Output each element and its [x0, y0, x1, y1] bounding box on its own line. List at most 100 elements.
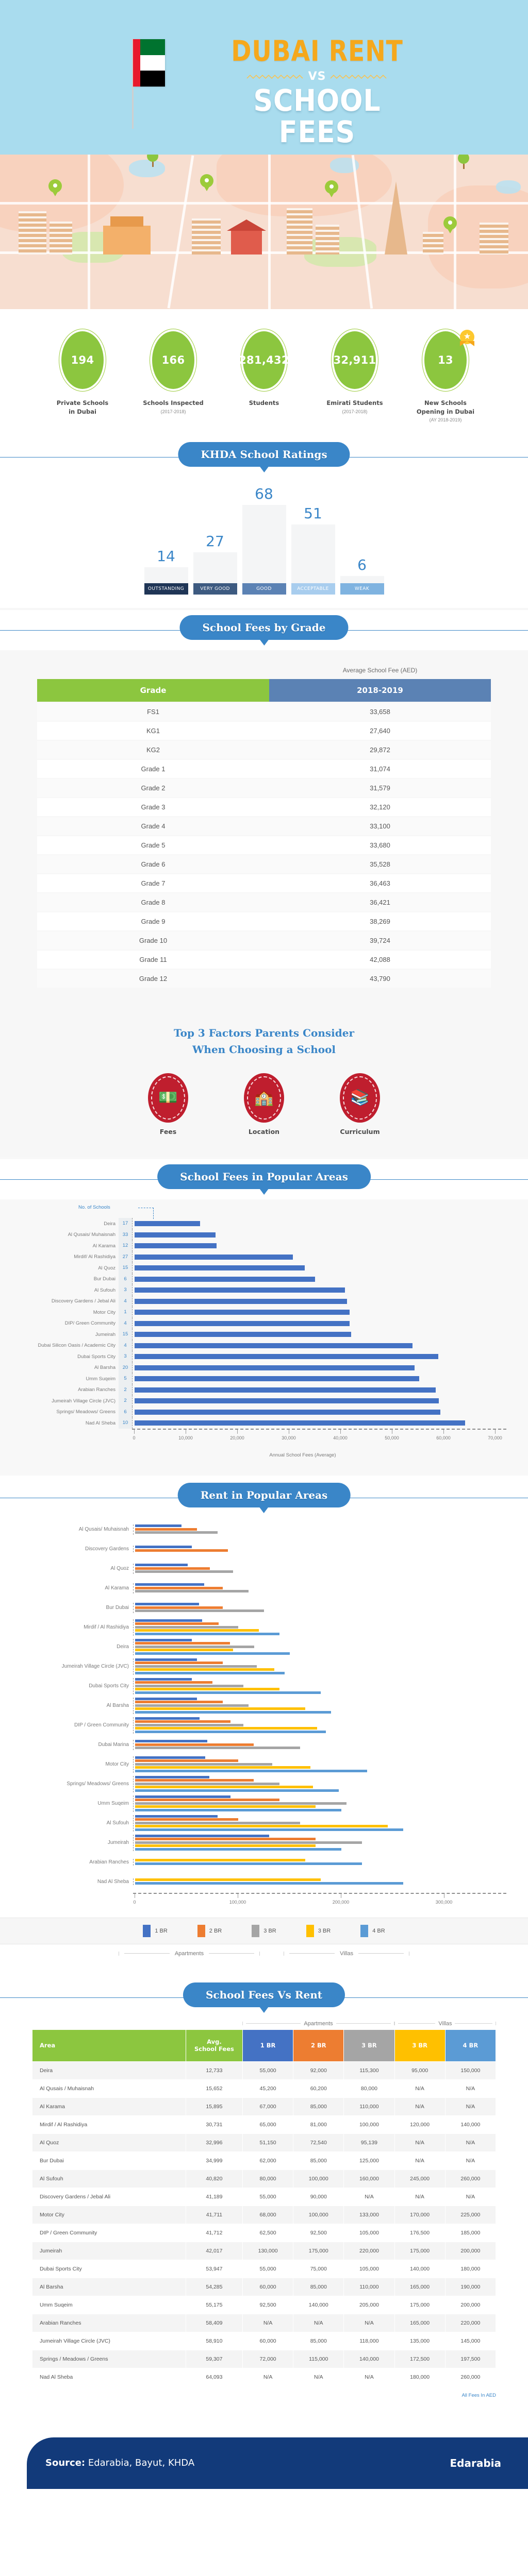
area-fee-track: [132, 1340, 506, 1351]
stat-oval: 13 ★: [422, 329, 474, 392]
cell-avg-fee: 41,712: [186, 2224, 242, 2242]
cell-1br-apt: 68,000: [242, 2206, 293, 2224]
cmp-group-apartments-label: Apartments: [304, 2020, 333, 2027]
area-school-count: 20: [119, 1362, 132, 1374]
x-tick-label: 300,000: [435, 1899, 453, 1905]
fees-vs-rent-section: School Fees Vs Rent Apartments Villas: [0, 1975, 528, 2401]
factor-card: 📚 Curriculum: [329, 1073, 391, 1136]
rent-bar: [135, 1717, 200, 1720]
cell-3br-apt: 105,000: [344, 2260, 394, 2278]
khda-bar: [340, 576, 384, 584]
khda-bar: [291, 524, 335, 584]
rent-track: [133, 1697, 506, 1715]
rent-bar: [135, 1681, 212, 1684]
factor-card: 🏫 Location: [233, 1073, 295, 1136]
stat-oval: 32,911: [331, 329, 378, 392]
cell-avg-fee: 59,307: [186, 2350, 242, 2368]
area-fee-label: Motor City: [93, 1309, 116, 1315]
award-ribbon-icon: ★: [460, 330, 475, 352]
area-fee-bar: [135, 1365, 415, 1370]
rent-bar: [135, 1549, 228, 1552]
area-fees-section-title: School Fees in Popular Areas: [157, 1164, 371, 1195]
rent-track: [133, 1859, 506, 1866]
rent-row: Al Quoz: [22, 1560, 506, 1578]
rent-bar: [135, 1688, 279, 1691]
cell-avg-fee: 64,093: [186, 2368, 242, 2386]
stat-oval: 281,432: [239, 329, 289, 392]
area-fee-label: Nad Al Sheba: [85, 1420, 116, 1426]
rent-area-label: Deira: [117, 1644, 129, 1650]
rent-row: Jumeirah Village Circle (JVC): [22, 1658, 506, 1675]
cell-4br-villa: 220,000: [445, 2314, 496, 2332]
stat-sublabel: (2017-2018): [342, 409, 368, 414]
cell-2br-apt: 75,000: [293, 2260, 344, 2278]
x-tick-label: 60,000: [436, 1435, 451, 1440]
cell-area: Umm Suqeim: [32, 2296, 186, 2314]
table-row: Grade 10 39,724: [37, 931, 491, 950]
cell-3br-apt: 115,300: [344, 2061, 394, 2079]
cell-area: Jumeirah Village Circle (JVC): [32, 2332, 186, 2350]
area-fee-label: Al Karama: [92, 1243, 116, 1249]
area-fee-label: Al Barsha: [94, 1365, 116, 1371]
x-tick-label: 50,000: [385, 1435, 399, 1440]
rent-area-label: Al Barsha: [106, 1703, 129, 1709]
rent-bar: [135, 1828, 403, 1831]
rent-bar: [135, 1704, 249, 1707]
hero-title-block: DUBAI RENT VS SCHOOL FEES: [206, 37, 428, 148]
rent-area-label: Al Karama: [105, 1585, 129, 1591]
rent-bar: [135, 1619, 202, 1622]
rent-bar: [135, 1782, 279, 1785]
rent-track: [133, 1834, 506, 1852]
cell-area: Al Barsha: [32, 2278, 186, 2296]
rent-row: Mirdif / Al Rashidiya: [22, 1619, 506, 1636]
cell-3br-apt: 125,000: [344, 2151, 394, 2170]
money-icon: 💵: [158, 1089, 178, 1107]
cell-3br-apt: N/A: [344, 2314, 394, 2332]
rent-bar: [135, 1844, 316, 1848]
rent-bar: [135, 1821, 300, 1824]
area-school-count: 17: [119, 1218, 132, 1229]
area-fee-label: Mirdif/ Al Rashidiya: [74, 1254, 116, 1260]
area-fees-axis-title: Annual School Fees (Average): [269, 1452, 336, 1458]
area-fees-chart-wrap: No. of Schools Deira 17 Al Qusais/ Muhaisn…: [0, 1199, 528, 1476]
area-fee-row: Arabian Ranches 2: [22, 1384, 506, 1396]
cell-grade: Grade 10: [37, 931, 269, 950]
area-fee-track: [132, 1240, 506, 1251]
area-fee-bar: [135, 1221, 200, 1227]
cell-1br-apt: 45,200: [242, 2079, 293, 2097]
area-school-count: 5: [119, 1373, 132, 1384]
area-fee-row: Dubai Silicon Oasis / Academic City 4: [22, 1340, 506, 1351]
cell-avg-fee: 58,409: [186, 2314, 242, 2332]
cell-4br-villa: 145,000: [445, 2332, 496, 2350]
area-fee-bar: [135, 1409, 440, 1415]
table-header-row: Grade 2018-2019: [37, 679, 491, 702]
rent-area-label: Arabian Ranches: [89, 1859, 129, 1866]
rent-x-axis: 0 100,000 200,000 300,000: [133, 1892, 506, 1908]
hero-sky: [0, 0, 528, 170]
area-fee-track: [132, 1218, 506, 1229]
rent-bar: [135, 1567, 210, 1570]
rent-bar: [135, 1531, 218, 1534]
rent-row: Springs/ Meadows/ Greens: [22, 1775, 506, 1793]
area-fee-track: [132, 1284, 506, 1296]
stat-card: 281,432 Students: [225, 329, 303, 423]
squiggle-right-icon: [330, 74, 388, 80]
rent-track: [133, 1717, 506, 1734]
rent-bar: [135, 1684, 243, 1687]
table-row: Bur Dubai 34,999 62,000 85,000 125,000 N/A N/A: [32, 2151, 496, 2170]
cell-avg-fee: 32,996: [186, 2133, 242, 2151]
rent-bar: [135, 1723, 243, 1726]
area-fee-row: Nad Al Sheba 10: [22, 1417, 506, 1429]
cell-area: Bur Dubai: [32, 2151, 186, 2170]
rent-section-title: Rent in Popular Areas: [177, 1482, 351, 1513]
area-fee-track: [132, 1295, 506, 1307]
rent-bar: [135, 1841, 362, 1844]
x-tick-label: 10,000: [178, 1435, 193, 1440]
cell-3br-villa: N/A: [394, 2079, 445, 2097]
header-year: 2018-2019: [269, 679, 491, 702]
cell-3br-apt: 105,000: [344, 2224, 394, 2242]
flag-pole: [132, 39, 134, 129]
rent-bar: [135, 1590, 249, 1593]
stat-sublabel: (AY 2018-2019): [429, 417, 462, 423]
rent-bar: [135, 1606, 223, 1609]
